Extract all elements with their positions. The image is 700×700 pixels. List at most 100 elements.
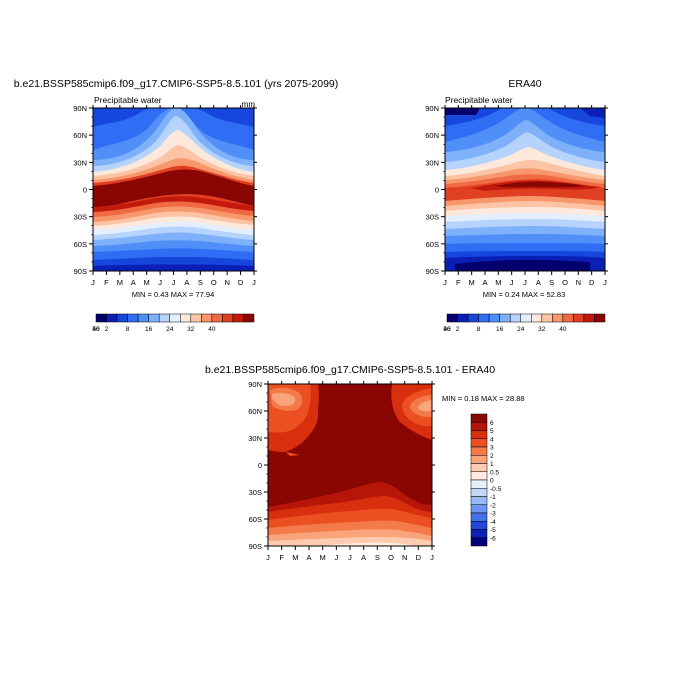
colorbar-label: -1 [490,494,496,501]
colorbar-swatch [573,313,585,323]
y-tick-label: 30N [248,434,262,443]
y-tick-label: 30N [73,158,87,167]
panel-difference-plot [268,384,432,546]
x-tick-label: J [603,278,607,287]
colorbar-label: 3 [490,445,494,452]
x-tick-label: M [292,553,298,562]
colorbar-swatch [552,313,564,323]
x-tick-label: A [131,278,136,287]
y-tick-label: 90N [425,104,439,113]
colorbar-swatch [232,313,244,323]
x-tick-label: J [172,278,176,287]
colorbar-label: 5 [490,428,494,435]
colorbar-swatch [95,313,107,323]
colorbar-label: 8 [477,326,481,333]
x-tick-label: A [361,553,366,562]
y-tick-label: 30S [426,213,439,222]
colorbar-swatch [470,496,488,505]
colorbar-label: 16 [496,326,504,333]
x-tick-label: J [523,278,527,287]
colorbar-swatch [243,313,255,323]
y-tick-label: 60N [73,131,87,140]
colorbar-label: -5 [490,527,496,534]
colorbar-label: 32 [187,326,195,333]
y-tick-label: 90N [248,380,262,389]
panel-model: b.e21.BSSP585cmip6.f09_g17.CMIP6-SSP5-8.… [14,78,339,333]
colorbar-label: 2 [105,326,109,333]
colorbar-swatch [190,313,202,323]
colorbar-swatch [470,430,488,439]
colorbar-label: 0.5 [490,469,499,476]
y-tick-label: 60N [248,407,262,416]
colorbar-label: 8 [126,326,130,333]
colorbar-swatch [180,313,192,323]
x-tick-label: F [456,278,461,287]
colorbar-label: 50 [92,326,100,333]
x-tick-label: J [334,553,338,562]
colorbar-swatch [470,537,488,547]
colorbar-label: 40 [208,326,216,333]
colorbar-swatch [531,313,543,323]
y-tick-label: 30S [249,488,262,497]
colorbar-label: 16 [145,326,153,333]
x-tick-label: F [104,278,109,287]
colorbar-swatch [467,313,479,323]
x-tick-label: A [184,278,189,287]
colorbar-label: -6 [490,535,496,542]
colorbar-swatch [583,313,595,323]
colorbar-swatch [470,521,488,530]
colorbar-swatch [211,313,223,323]
x-tick-label: J [443,278,447,287]
colorbar-swatch [509,313,521,323]
panel-era40-left-label: Precipitable water [445,95,513,105]
colorbar-label: -2 [490,502,496,509]
colorbar-swatch [222,313,234,323]
x-tick-label: M [495,278,501,287]
colorbar-label: 46 [92,326,100,333]
colorbar-swatch [127,313,139,323]
panel-model-plot [93,108,254,271]
x-tick-label: J [266,553,270,562]
colorbar-label: -3 [490,511,496,518]
colorbar-label: 32 [538,326,546,333]
x-tick-label: O [562,278,568,287]
y-tick-label: 30N [425,158,439,167]
colorbar-label: 24 [517,326,525,333]
x-tick-label: A [306,553,311,562]
colorbar-swatch [169,313,181,323]
x-tick-label: D [416,553,422,562]
colorbar-swatch [201,313,213,323]
x-tick-label: N [402,553,407,562]
x-tick-label: J [252,278,256,287]
colorbar-label: 24 [166,326,174,333]
colorbar-swatch [499,313,511,323]
colorbar-swatch [520,313,532,323]
y-tick-label: 90S [426,267,439,276]
x-tick-label: O [211,278,217,287]
colorbar-label: 6 [490,420,494,427]
y-tick-label: 30S [74,213,87,222]
colorbar-swatch [541,313,553,323]
x-tick-label: N [576,278,581,287]
panel-difference-title: b.e21.BSSP585cmip6.f09_g17.CMIP6-SSP5-8.… [205,364,495,376]
colorbar-swatch [116,313,128,323]
y-tick-label: 0 [435,186,439,195]
y-tick-label: 90S [74,267,87,276]
colorbar-label: 2 [456,326,460,333]
colorbar-swatch [158,313,170,323]
colorbar-swatch [470,422,488,431]
x-tick-label: J [430,553,434,562]
x-tick-label: S [549,278,554,287]
colorbar-swatch [137,313,149,323]
colorbar-swatch [470,512,488,522]
x-tick-label: M [144,278,150,287]
x-tick-label: D [589,278,595,287]
colorbar-swatch [106,313,118,323]
x-tick-label: J [510,278,514,287]
colorbar-swatch [470,488,488,497]
